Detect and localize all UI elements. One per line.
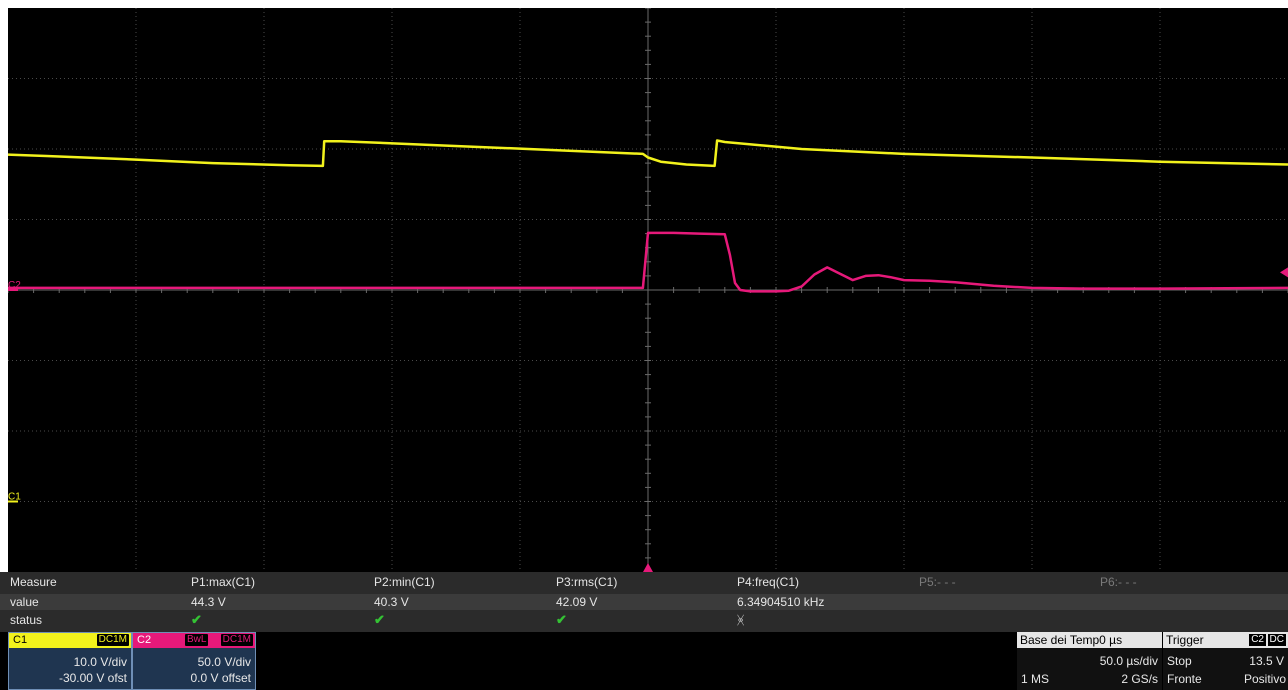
trigger-title: Trigger xyxy=(1166,633,1204,647)
p3-value: 42.09 V xyxy=(556,595,598,609)
measure-title: Measure xyxy=(10,575,57,589)
measure-panel: Measure P1:max(C1) P2:min(C1) P3:rms(C1)… xyxy=(0,572,1288,632)
c2-bandwidth-badge: BwL xyxy=(185,634,209,646)
measure-p2[interactable]: P2:min(C1) xyxy=(374,575,435,589)
p2-status-check-icon: ✔ xyxy=(374,612,385,627)
measure-p4[interactable]: P4:freq(C1) xyxy=(737,575,800,589)
timebase-header: Base dei Temp0 µs xyxy=(1017,632,1162,648)
measure-header-row: Measure P1:max(C1) P2:min(C1) P3:rms(C1)… xyxy=(0,574,1288,590)
trigger-header: Trigger C2 DC xyxy=(1163,632,1288,648)
trigger-descriptor[interactable]: Trigger C2 DC Stop 13.5 V Fronte Positiv… xyxy=(1163,632,1288,690)
value-row-label: value xyxy=(10,595,39,609)
measure-p5[interactable]: P5:- - - xyxy=(919,575,956,589)
c1-coupling-badge: DC1M xyxy=(96,634,129,646)
trigger-slope: Positivo xyxy=(1243,672,1286,686)
c2-marker-label: C2 xyxy=(8,280,21,291)
c2-header: C2 BwL DC1M xyxy=(133,633,255,648)
c1-label: C1 xyxy=(13,634,28,646)
c2-offset: 0.0 V offset xyxy=(190,671,252,685)
measure-p1[interactable]: P1:max(C1) xyxy=(191,575,256,589)
c2-trace xyxy=(8,231,1288,293)
traces xyxy=(8,139,1288,293)
c1-descriptor[interactable]: C1 DC1M 10.0 V/div -30.00 V ofst xyxy=(8,632,132,690)
trigger-level: 13.5 V xyxy=(1249,654,1284,668)
c1-scale: 10.0 V/div xyxy=(73,655,127,669)
waveform-display[interactable]: C2 C1 xyxy=(8,8,1288,572)
c2-label: C2 xyxy=(137,634,152,646)
c1-offset: -30.00 V ofst xyxy=(58,671,127,685)
c2-coupling-badge: DC1M xyxy=(220,634,253,646)
trigger-time-marker xyxy=(643,563,653,572)
status-row-label: status xyxy=(10,613,43,627)
measure-p3[interactable]: P3:rms(C1) xyxy=(556,575,618,589)
p3-status-check-icon: ✔ xyxy=(556,612,567,627)
timebase-title: Base dei Temp xyxy=(1020,633,1100,647)
p2-value: 40.3 V xyxy=(374,595,409,609)
measure-status-row: status ✔ ✔ ✔ ᚸ xyxy=(0,612,1288,628)
c1-header: C1 DC1M xyxy=(9,633,131,648)
timebase-delay: 0 µs xyxy=(1099,633,1123,647)
trigger-source-badge: C2 xyxy=(1249,634,1266,646)
c1-trace xyxy=(8,139,1288,168)
c1-marker-label: C1 xyxy=(8,492,21,503)
timebase-descriptor[interactable]: Base dei Temp0 µs 50.0 µs/div 1 MS 2 GS/… xyxy=(1017,632,1162,690)
measure-p6[interactable]: P6:- - - xyxy=(1100,575,1137,589)
timebase-rate: 2 GS/s xyxy=(1121,672,1158,686)
p1-value: 44.3 V xyxy=(191,595,226,609)
p1-status-check-icon: ✔ xyxy=(191,612,202,627)
timebase-scale: 50.0 µs/div xyxy=(1099,654,1158,668)
c2-scale: 50.0 V/div xyxy=(197,655,251,669)
p4-value: 6.34904510 kHz xyxy=(737,595,825,609)
graticule xyxy=(8,8,1288,572)
timebase-samples: 1 MS xyxy=(1021,672,1050,686)
measure-value-row: value 44.3 V 40.3 V 42.09 V 6.34904510 k… xyxy=(0,594,1288,610)
c2-descriptor[interactable]: C2 BwL DC1M 50.0 V/div 0.0 V offset xyxy=(132,632,256,690)
trigger-state: Stop xyxy=(1167,654,1192,668)
channel-descriptor-bar: C1 DC1M 10.0 V/div -30.00 V ofst C2 BwL … xyxy=(0,632,1288,690)
channel-markers: C2 C1 xyxy=(8,267,1288,572)
trigger-type: Fronte xyxy=(1167,672,1202,686)
trigger-coupling-badge: DC xyxy=(1267,634,1286,646)
trigger-level-marker xyxy=(1280,267,1288,278)
p4-status-fail-icon: ᚸ xyxy=(737,613,745,627)
